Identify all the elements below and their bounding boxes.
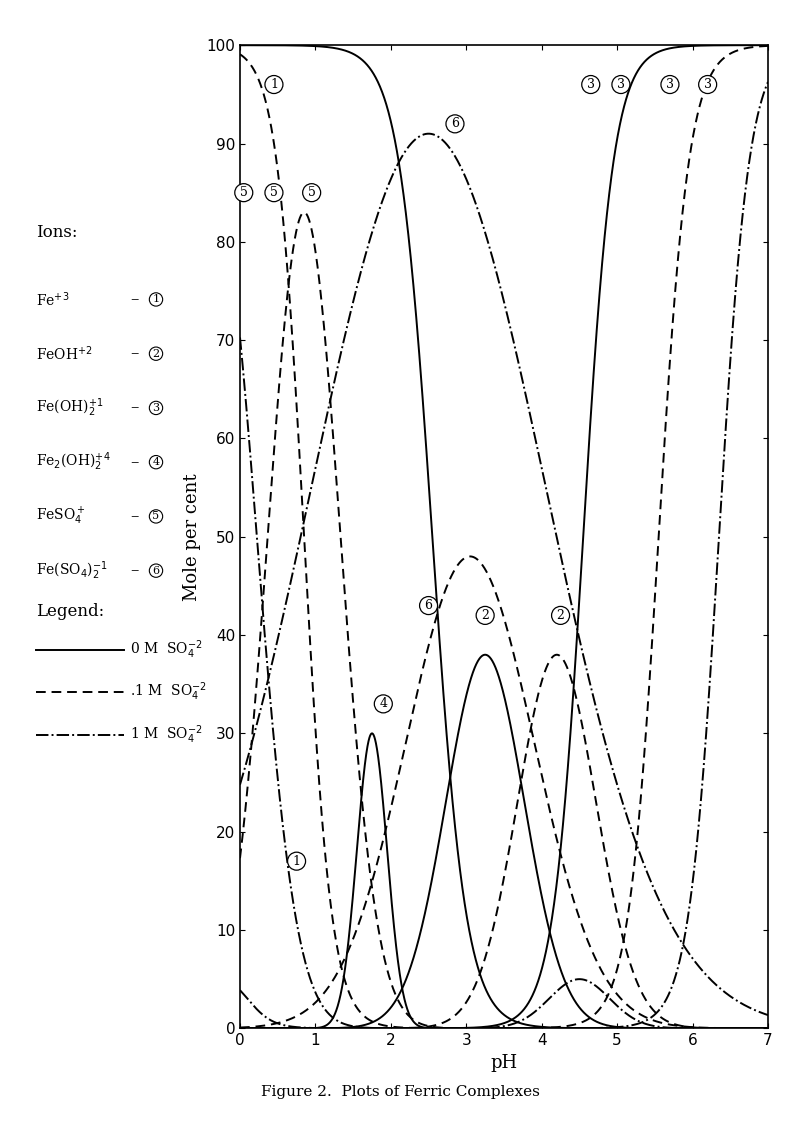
Text: Ions:: Ions: <box>36 224 78 242</box>
Text: 5: 5 <box>270 186 278 199</box>
Text: 3: 3 <box>617 78 625 92</box>
Text: 0 M  SO$_4^{-2}$: 0 M SO$_4^{-2}$ <box>130 638 202 661</box>
Text: 5: 5 <box>308 186 315 199</box>
Text: –: – <box>130 507 138 525</box>
Text: 1: 1 <box>270 78 278 92</box>
Text: 5: 5 <box>240 186 248 199</box>
Text: –: – <box>130 399 138 417</box>
Text: –: – <box>130 562 138 580</box>
Text: 3: 3 <box>153 403 159 412</box>
Text: –: – <box>130 345 138 363</box>
Text: 1: 1 <box>293 854 301 868</box>
Text: –: – <box>130 290 138 308</box>
Text: 6: 6 <box>425 599 433 612</box>
Text: 3: 3 <box>666 78 674 92</box>
Text: Fe(SO$_4$)$_2^{-1}$: Fe(SO$_4$)$_2^{-1}$ <box>36 559 108 582</box>
Text: 4: 4 <box>153 458 159 467</box>
Text: 2: 2 <box>557 609 565 622</box>
Text: –: – <box>130 453 138 471</box>
Text: 3: 3 <box>586 78 594 92</box>
Text: Fe$_2$(OH)$_2^{+4}$: Fe$_2$(OH)$_2^{+4}$ <box>36 451 110 473</box>
Text: 2: 2 <box>482 609 489 622</box>
Text: Legend:: Legend: <box>36 602 104 620</box>
Text: Fe(OH)$_2^{+1}$: Fe(OH)$_2^{+1}$ <box>36 397 104 419</box>
Text: 3: 3 <box>704 78 712 92</box>
Text: .1 M  SO$_4^{-2}$: .1 M SO$_4^{-2}$ <box>130 680 206 703</box>
Text: 1 M  SO$_4^{-2}$: 1 M SO$_4^{-2}$ <box>130 723 202 746</box>
Text: Fe$^{+3}$: Fe$^{+3}$ <box>36 290 70 308</box>
Y-axis label: Mole per cent: Mole per cent <box>182 473 201 600</box>
Text: FeOH$^{+2}$: FeOH$^{+2}$ <box>36 345 93 363</box>
Text: 6: 6 <box>153 566 159 575</box>
Text: FeSO$_4^+$: FeSO$_4^+$ <box>36 506 86 527</box>
X-axis label: pH: pH <box>490 1053 518 1071</box>
Text: 5: 5 <box>153 512 159 521</box>
Text: 2: 2 <box>153 349 159 358</box>
Text: 1: 1 <box>153 295 159 304</box>
Text: Figure 2.  Plots of Ferric Complexes: Figure 2. Plots of Ferric Complexes <box>261 1085 539 1099</box>
Text: 6: 6 <box>451 118 459 130</box>
Text: 4: 4 <box>379 697 387 711</box>
